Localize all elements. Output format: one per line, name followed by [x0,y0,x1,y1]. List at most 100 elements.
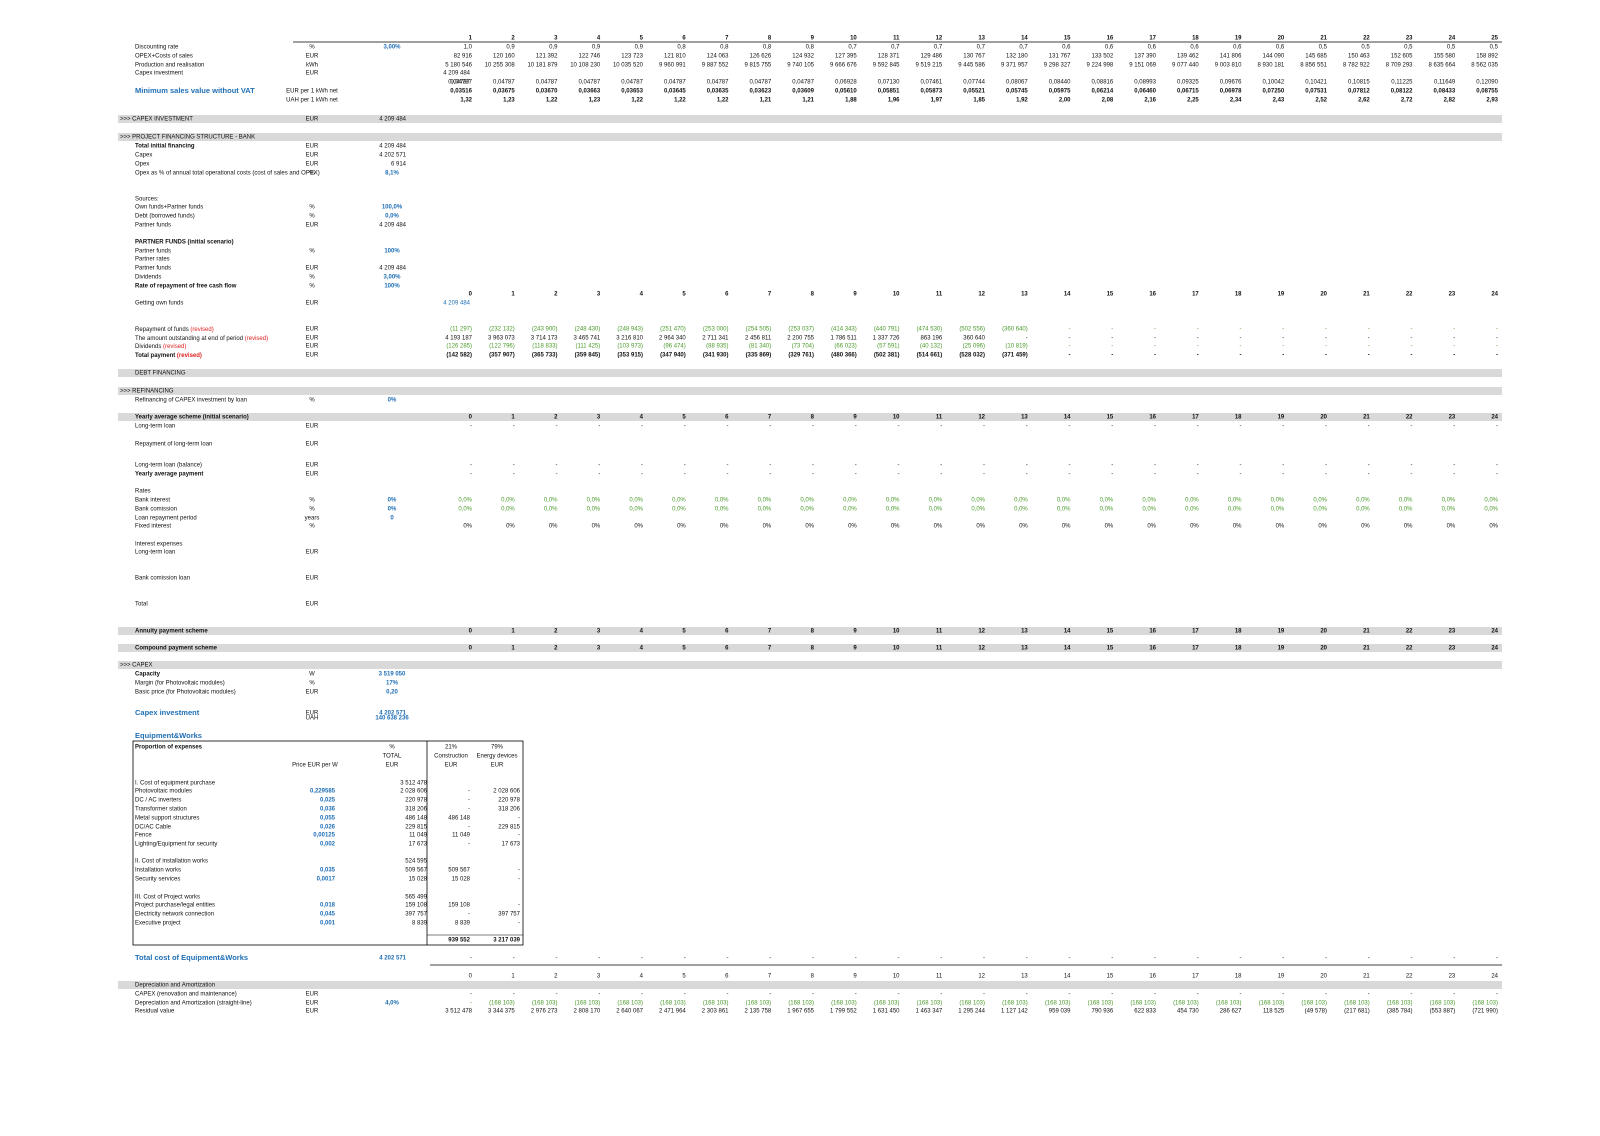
cell: - [1197,353,1199,359]
cell: - [812,424,814,430]
cell: 0,7 [977,45,986,51]
cell: - [1411,327,1413,333]
equipment-box [132,740,524,946]
row-unit: % [309,398,315,404]
cell: 8 [811,629,815,635]
cell: 9 [853,974,857,980]
cell: 0% [1062,524,1071,530]
cell: 9 740 105 [787,63,814,69]
cell: - [855,424,857,430]
cell: - [1197,344,1199,350]
cell: - [598,463,600,469]
cell: (168 103) [1002,1001,1028,1007]
cell: 0% [1019,524,1028,530]
cell: 12 [978,629,985,635]
cell: 5 [682,292,686,298]
cell: 0,0% [458,507,472,513]
section-bar [118,387,1502,395]
cell: 0,03645 [664,89,686,95]
table-cell: - [518,903,520,909]
cell: 0 [469,415,473,421]
cell: 17 [1192,646,1199,652]
cell: (253 000) [703,327,729,333]
cell: 126 626 [750,54,772,60]
cell: 0,06460 [1134,89,1156,95]
cell: - [470,956,472,962]
cell: 0% [1447,524,1456,530]
cell: 121 392 [536,54,558,60]
cell: 0,0% [886,498,900,504]
cell: 20 [1320,646,1327,652]
cell: 14 [1064,629,1071,635]
cell: 12 [978,415,985,421]
cell: 5 [640,36,644,42]
row-label: Capacity [135,672,161,678]
cell: - [1368,956,1370,962]
cell: (168 103) [575,1001,601,1007]
cell: 16 [1149,292,1156,298]
cell: 0,0% [715,498,729,504]
table-cell: 486 148 [448,816,470,822]
cell: 2 200 755 [787,336,814,342]
cell: 0,0% [1313,507,1327,513]
row-unit: % [309,275,315,281]
cell: - [1154,472,1156,478]
cell: - [1197,472,1199,478]
cell: 2 808 170 [574,1009,601,1015]
table-cell: 159 108 [405,903,427,909]
cell: 10 [893,292,900,298]
cell: - [1411,353,1413,359]
cell: (168 103) [1387,1001,1413,1007]
cell: 12 [978,292,985,298]
row-unit: UAH [306,716,319,722]
cell: 0,8 [806,45,815,51]
cell: 22 [1406,292,1413,298]
cell: - [1069,424,1071,430]
section-bar [118,661,1502,669]
cell: 1,21 [760,98,772,104]
cell: 122 746 [579,54,601,60]
row-label: Partner rates [135,257,170,263]
cell: 1 [511,629,515,635]
row-label: Capex investment [135,71,183,77]
cell: (126 285) [446,344,472,350]
cell: (168 103) [1301,1001,1327,1007]
row-unit: EUR [306,144,319,150]
cell: - [769,424,771,430]
row-param: 4 202 571 [379,153,406,159]
cell: - [1282,956,1284,962]
cell: 13 [1021,415,1028,421]
cell: 7 [768,629,772,635]
cell: - [1496,424,1498,430]
cell: 0,0% [1484,498,1498,504]
cell: 360 640 [963,336,985,342]
cell: 9 592 845 [873,63,900,69]
row-label: PARTNER FUNDS (initial scenario) [135,240,234,246]
row-unit: EUR [306,424,319,430]
cell: - [855,956,857,962]
cell: 13 [1021,646,1028,652]
cell: 18 [1235,415,1242,421]
cell: 0,04787 [792,80,814,86]
cell: 4 [640,292,644,298]
cell: 16 [1149,415,1156,421]
row-unit: % [309,171,315,177]
cell: 0,04787 [450,80,472,86]
cell: 0,07744 [963,80,985,86]
table-header: EUR [386,763,399,769]
cell: (168 103) [1259,1001,1285,1007]
table-cell: 939 552 [448,938,470,944]
cell: 0,04787 [579,80,601,86]
row-unit: EUR [306,992,319,998]
table-cell: Electricity network connection [135,912,214,918]
cell: 1,85 [973,98,985,104]
cell: 11 [936,415,943,421]
cell: 0,0% [1185,498,1199,504]
row-label: Opex as % of annual total operational co… [135,171,320,177]
cell: (57 591) [877,344,899,350]
cell: 2 711 341 [702,336,729,342]
cell: 10 255 308 [485,63,516,69]
table-cell: 509 567 [405,868,427,874]
cell: 2 640 067 [616,1009,643,1015]
cell: 1 967 655 [787,1009,814,1015]
